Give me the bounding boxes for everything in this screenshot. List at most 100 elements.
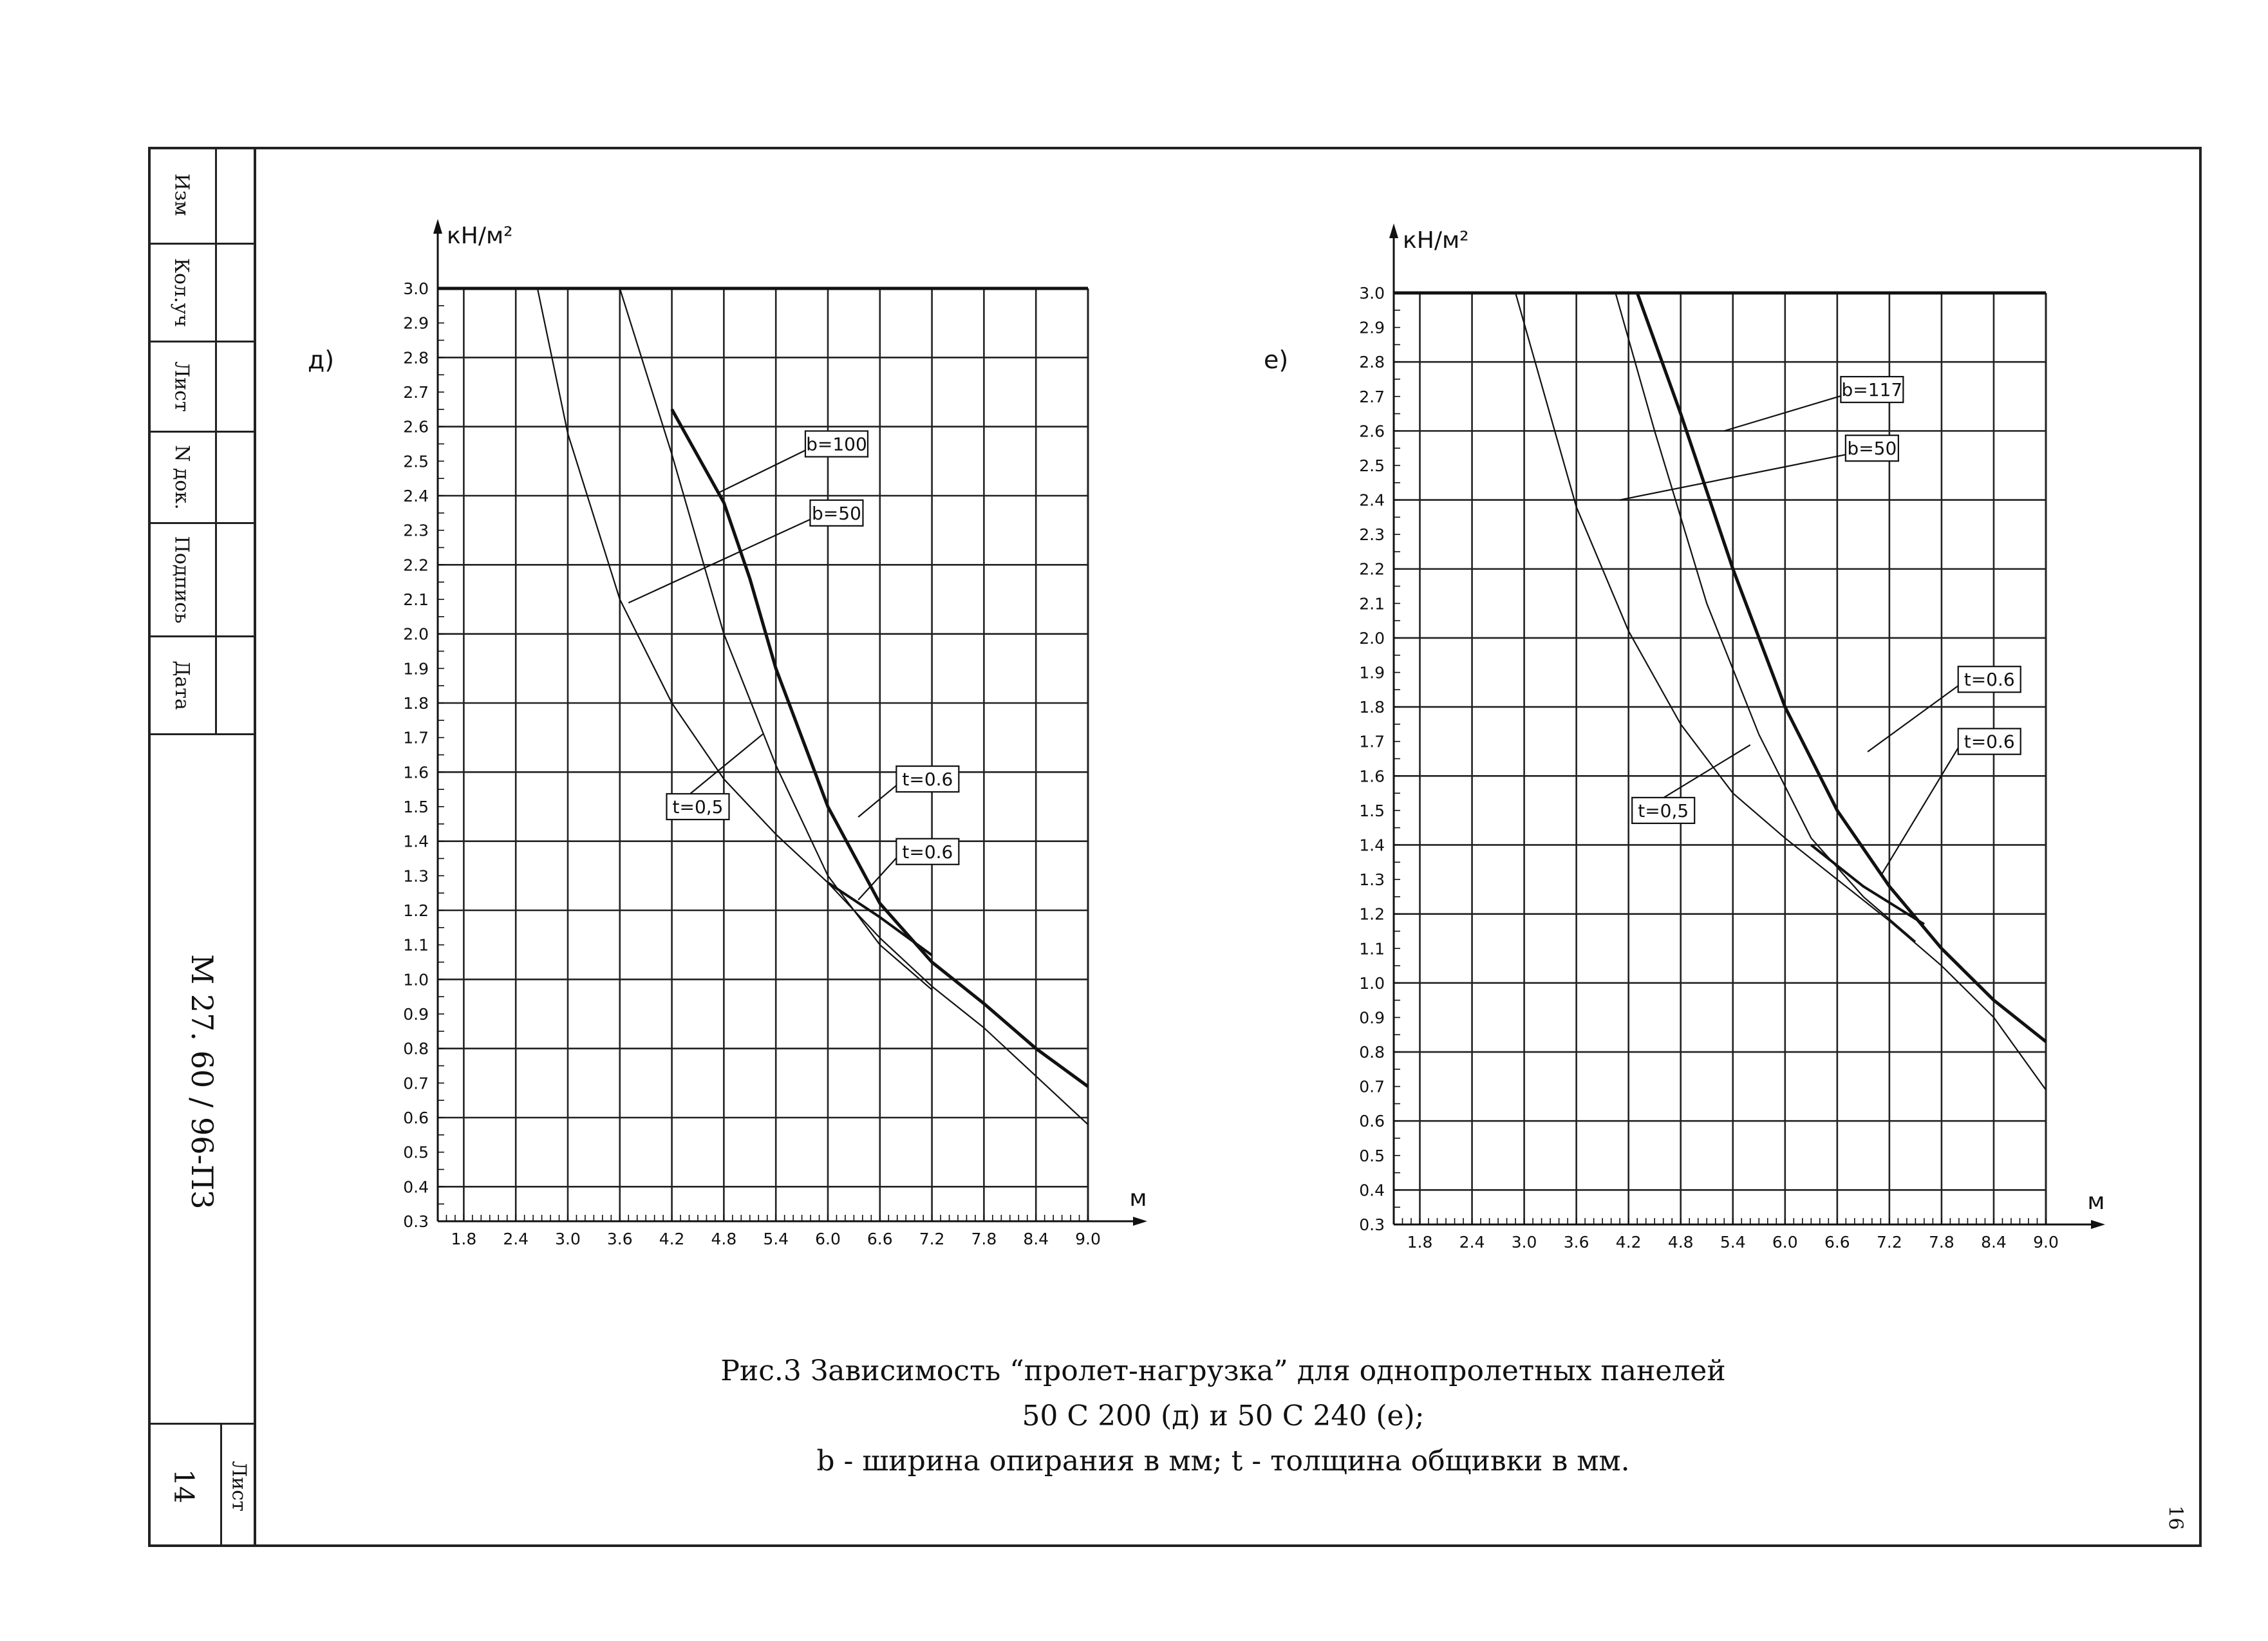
- y-tick-label: 1.9: [1359, 664, 1385, 682]
- y-axis-arrow: [1389, 223, 1398, 238]
- y-tick-label: 0.8: [1359, 1043, 1385, 1062]
- annotation-leader: [1867, 685, 1959, 753]
- x-tick-label: 7.2: [1877, 1233, 1902, 1252]
- y-tick-label: 2.9: [1359, 319, 1385, 337]
- y-tick-label: 2.2: [1359, 560, 1385, 579]
- annotation-label: t=0.6: [1964, 669, 2015, 690]
- y-tick-label: 0.9: [1359, 1008, 1385, 1027]
- sheet-box: 14 Лист: [148, 1423, 256, 1547]
- y-tick-label: 0.3: [1359, 1215, 1385, 1234]
- x-tick-label: 6.0: [1772, 1233, 1798, 1252]
- stamp-cell-izm: Изм: [148, 147, 256, 245]
- x-tick-label: 5.4: [763, 1230, 789, 1248]
- y-tick-label: 2.8: [403, 348, 429, 367]
- annotation-box: [666, 792, 730, 821]
- x-tick-label: 4.2: [1616, 1233, 1642, 1252]
- y-tick-label: 1.4: [1359, 836, 1385, 854]
- page-corner-number: 16: [2164, 1505, 2187, 1530]
- y-tick-label: 2.3: [1359, 525, 1385, 544]
- annotation-leader: [1619, 454, 1846, 501]
- y-tick-label: 1.2: [403, 901, 429, 920]
- y-tick-label: 1.8: [403, 694, 429, 713]
- series-line: [1635, 292, 2047, 1043]
- stamp-cell-ndok: N док.: [148, 433, 256, 524]
- x-axis-arrow: [2091, 1220, 2105, 1229]
- y-tick-label: 2.0: [1359, 629, 1385, 648]
- stamp-cell-podpis: Подпись: [148, 524, 256, 637]
- y-axis-label: кН/м²: [1403, 227, 1469, 254]
- panel-label: д): [308, 346, 334, 374]
- annotation-label: t=0.6: [1964, 731, 2015, 753]
- annotation-leader: [1723, 395, 1841, 432]
- y-tick-label: 0.6: [1359, 1112, 1385, 1130]
- x-tick-label: 7.8: [1929, 1233, 1954, 1252]
- y-tick-label: 2.5: [1359, 456, 1385, 475]
- series-line: [619, 288, 933, 991]
- annotation-label: t=0,5: [1638, 800, 1689, 821]
- x-tick-label: 3.0: [555, 1230, 581, 1248]
- series-line: [827, 881, 933, 957]
- annotation-box: [1957, 666, 2021, 693]
- caption-line-3: b - ширина опирания в мм; t - толщина об…: [816, 1445, 1630, 1477]
- annotation-box: [804, 430, 869, 458]
- annotation-box: [1844, 435, 1899, 462]
- y-tick-label: 1.8: [1359, 698, 1385, 717]
- stamp-cell-list: Лист: [148, 342, 256, 433]
- x-tick-label: 9.0: [2033, 1233, 2059, 1252]
- y-tick-label: 1.7: [403, 729, 429, 747]
- annotation-leader: [719, 449, 806, 493]
- annotation-label: t=0.6: [902, 841, 953, 863]
- y-tick-label: 2.8: [1359, 353, 1385, 371]
- annotation-box: [895, 765, 960, 793]
- y-tick-label: 1.1: [403, 936, 429, 955]
- x-tick-label: 1.8: [451, 1230, 477, 1248]
- caption-line-1: Рис.3 Зависимость “пролет-нагрузка” для …: [720, 1355, 1726, 1387]
- y-tick-label: 2.4: [1359, 491, 1385, 510]
- y-tick-label: 2.0: [403, 625, 429, 644]
- x-tick-label: 8.4: [1023, 1230, 1049, 1248]
- y-tick-label: 1.0: [1359, 974, 1385, 993]
- series-line: [1810, 843, 1925, 926]
- y-tick-label: 1.5: [403, 798, 429, 816]
- y-tick-label: 3.0: [403, 279, 429, 298]
- x-tick-label: 6.6: [1824, 1233, 1850, 1252]
- drawing-frame: [148, 147, 2202, 1547]
- y-tick-label: 0.4: [403, 1177, 429, 1196]
- annotation-leader: [858, 858, 897, 901]
- figure-caption: Рис.3 Зависимость “пролет-нагрузка” для …: [579, 1349, 1867, 1484]
- annotation-label: t=0.6: [902, 769, 953, 790]
- panel-label: е): [1264, 346, 1288, 374]
- annotation-box: [1957, 727, 2021, 755]
- y-tick-label: 1.3: [1359, 870, 1385, 889]
- annotation-label: b=117: [1842, 379, 1903, 400]
- y-tick-label: 1.9: [403, 659, 429, 678]
- x-tick-label: 6.6: [867, 1230, 893, 1248]
- x-tick-label: 7.8: [971, 1230, 997, 1248]
- x-tick-label: 2.4: [1459, 1233, 1485, 1252]
- y-tick-label: 2.6: [1359, 422, 1385, 440]
- y-tick-label: 2.1: [1359, 594, 1385, 613]
- y-tick-label: 0.8: [403, 1040, 429, 1058]
- y-tick-label: 2.2: [403, 556, 429, 574]
- caption-line-2: 50 С 200 (д) и 50 С 240 (е);: [1022, 1400, 1425, 1432]
- y-tick-label: 0.9: [403, 1005, 429, 1024]
- y-tick-label: 1.5: [1359, 802, 1385, 820]
- y-tick-label: 1.0: [403, 970, 429, 989]
- y-tick-label: 1.1: [1359, 939, 1385, 958]
- series-line: [1615, 292, 1917, 942]
- y-axis-arrow: [433, 219, 442, 234]
- x-tick-label: 7.2: [919, 1230, 945, 1248]
- y-tick-label: 0.7: [403, 1074, 429, 1092]
- annotation-label: t=0,5: [673, 796, 724, 818]
- annotation-box: [895, 838, 960, 865]
- y-tick-label: 2.6: [403, 418, 429, 436]
- series-line: [438, 287, 1089, 1125]
- y-tick-label: 0.5: [1359, 1147, 1385, 1165]
- y-tick-label: 1.3: [403, 867, 429, 885]
- y-tick-label: 2.1: [403, 590, 429, 609]
- x-tick-label: 3.0: [1512, 1233, 1537, 1252]
- x-tick-label: 8.4: [1981, 1233, 2007, 1252]
- x-tick-label: 6.0: [815, 1230, 841, 1248]
- x-axis-label: м: [2087, 1188, 2104, 1215]
- y-tick-label: 3.0: [1359, 284, 1385, 303]
